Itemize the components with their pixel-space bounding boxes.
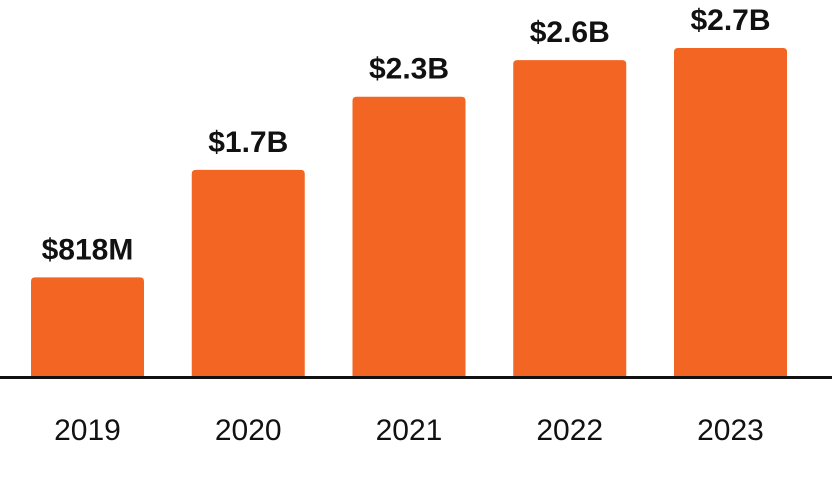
x-tick-label-2020: 2020 (215, 414, 282, 447)
x-tick-label-2022: 2022 (536, 414, 603, 447)
data-label-2022: $2.6B (530, 16, 610, 49)
value-labels-group: $818M $1.7B $2.3B $2.6B $2.7B (42, 4, 771, 266)
bar-2022 (513, 60, 627, 378)
bars-group (31, 48, 787, 378)
data-label-2021: $2.3B (369, 53, 449, 86)
data-label-2023: $2.7B (690, 4, 770, 37)
x-tick-label-2021: 2021 (376, 414, 443, 447)
bar-2021 (352, 96, 466, 378)
x-tick-label-2023: 2023 (697, 414, 764, 447)
bar-2019 (31, 277, 144, 377)
x-tick-label-2019: 2019 (54, 414, 121, 447)
bar-2020 (191, 169, 305, 377)
bar-2023 (674, 48, 787, 377)
data-label-2019: $818M (42, 233, 134, 266)
data-label-2020: $1.7B (208, 126, 288, 159)
x-tick-labels-group: 2019 2020 2021 2022 2023 (54, 414, 764, 447)
